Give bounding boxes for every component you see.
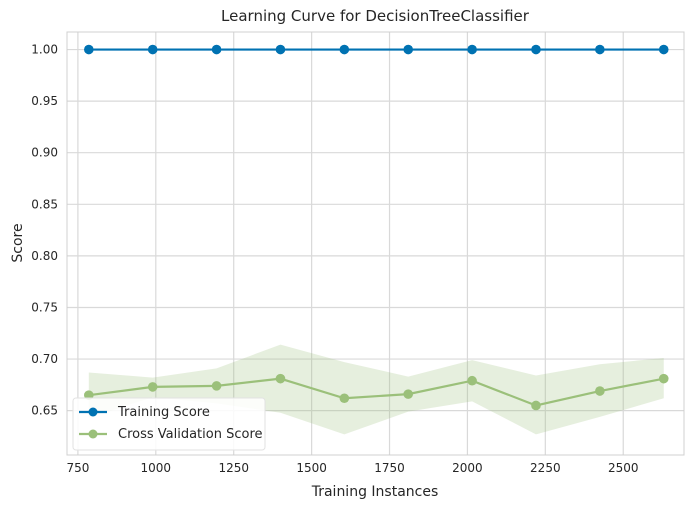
cv-score-point	[531, 400, 541, 411]
y-axis-label: Score	[10, 223, 26, 262]
series-layer	[84, 44, 669, 411]
x-tick-label: 750	[66, 461, 89, 475]
x-tick-label: 1500	[296, 461, 327, 475]
y-tick-label: 1.00	[31, 43, 58, 57]
plot-frame	[66, 31, 685, 456]
cv-score-point	[403, 389, 414, 399]
training-score-point	[84, 44, 94, 55]
training-score-point	[467, 44, 477, 55]
cv-score-point	[147, 382, 158, 392]
x-tick-label: 1750	[374, 461, 405, 475]
y-tick-label: 0.75	[31, 300, 58, 314]
x-tick-label: 2000	[452, 461, 483, 475]
cv-confidence-band	[88, 344, 664, 435]
grid-layer	[66, 31, 685, 456]
y-tick-label: 0.85	[31, 197, 58, 211]
training-score-point	[147, 44, 158, 55]
x-tick-label: 2500	[608, 461, 639, 475]
cv-score-line	[88, 377, 664, 407]
cv-score-point	[211, 381, 222, 391]
cv-score-point	[275, 373, 286, 384]
cv-score-point	[658, 373, 669, 384]
training-score-point	[211, 44, 222, 55]
x-tick-label: 2250	[530, 461, 561, 475]
cv-score-point	[467, 375, 477, 386]
legend: Training Score Cross Validation Score	[72, 397, 266, 451]
legend-training-marker	[88, 407, 98, 417]
axis-layer: 750 1000 1250 1500 1750 2000 2250 2500 0.65 0.70 0…	[31, 43, 638, 475]
y-tick-label: 0.70	[31, 352, 58, 366]
training-score-point	[275, 44, 286, 55]
cv-score-point	[595, 386, 605, 396]
legend-training-label: Training Score	[117, 405, 210, 420]
training-score-point	[658, 44, 669, 55]
x-tick-label: 1250	[218, 461, 249, 475]
x-tick-label: 1000	[141, 461, 172, 475]
y-tick-label: 0.80	[31, 249, 58, 263]
training-score-point	[403, 44, 414, 55]
legend-cv-label: Cross Validation Score	[118, 427, 263, 442]
training-score-point	[595, 44, 605, 55]
confidence-band-layer	[88, 344, 664, 435]
training-score-point	[339, 44, 350, 55]
cv-score-point	[339, 393, 350, 404]
legend-cv-marker	[88, 429, 98, 439]
chart-title: Learning Curve for DecisionTreeClassifie…	[221, 7, 530, 25]
y-tick-label: 0.95	[31, 94, 58, 108]
x-axis-label: Training Instances	[311, 484, 439, 500]
legend-box	[72, 397, 266, 451]
y-tick-label: 0.90	[31, 146, 58, 160]
y-tick-label: 0.65	[31, 404, 58, 418]
training-score-point	[531, 44, 541, 55]
